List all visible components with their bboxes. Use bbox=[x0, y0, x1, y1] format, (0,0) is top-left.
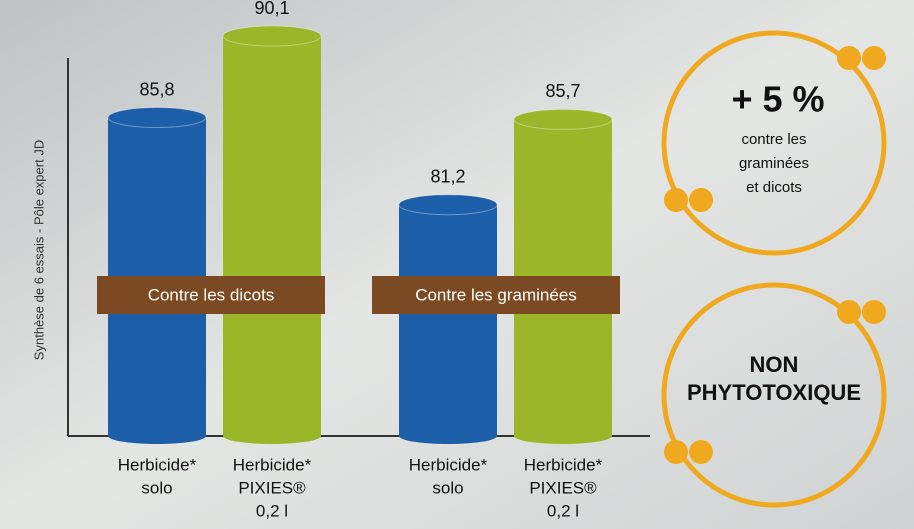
value-label: 85,8 bbox=[139, 79, 174, 99]
bar-top bbox=[514, 109, 612, 129]
x-tick-label: PIXIES® bbox=[529, 478, 597, 497]
value-label: 85,7 bbox=[545, 81, 580, 101]
gain-text: graminées bbox=[739, 155, 809, 172]
group-label: Contre les dicots bbox=[148, 285, 275, 304]
x-tick-label: PIXIES® bbox=[238, 478, 306, 497]
group-label: Contre les graminées bbox=[415, 285, 577, 304]
bar-base bbox=[223, 428, 321, 444]
bar bbox=[399, 205, 497, 436]
x-tick-label: 0,2 l bbox=[256, 501, 288, 520]
gain-text: contre les bbox=[741, 131, 806, 148]
safety-text: NON bbox=[750, 352, 799, 377]
bar-base bbox=[514, 428, 612, 444]
bar bbox=[223, 36, 321, 436]
x-tick-label: Herbicide* bbox=[233, 455, 312, 474]
safety-text: PHYTOTOXIQUE bbox=[687, 380, 861, 405]
gain-value: + 5 % bbox=[731, 79, 824, 120]
gain-text: et dicots bbox=[746, 179, 802, 196]
value-label: 90,1 bbox=[254, 0, 289, 18]
x-tick-label: solo bbox=[432, 478, 463, 497]
x-tick-label: Herbicide* bbox=[524, 455, 603, 474]
bar-base bbox=[108, 428, 206, 444]
x-tick-label: Herbicide* bbox=[409, 455, 488, 474]
bar-top bbox=[399, 195, 497, 215]
value-label: 81,2 bbox=[430, 166, 465, 186]
x-tick-label: 0,2 l bbox=[547, 501, 579, 520]
bar-base bbox=[399, 428, 497, 444]
x-tick-label: Herbicide* bbox=[118, 455, 197, 474]
chart: Synthèse de 6 essais - Pôle expert JD + … bbox=[0, 0, 914, 529]
bar-top bbox=[223, 26, 321, 46]
x-tick-label: solo bbox=[141, 478, 172, 497]
bar-top bbox=[108, 108, 206, 128]
y-axis-label: Synthèse de 6 essais - Pôle expert JD bbox=[31, 140, 46, 360]
